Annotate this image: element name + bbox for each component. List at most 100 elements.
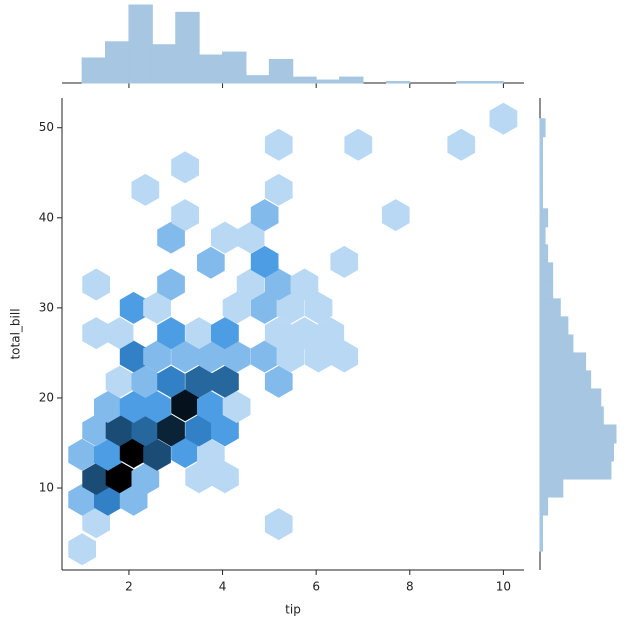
hexbin-cell <box>119 391 148 423</box>
hexbin-cell <box>222 340 251 373</box>
top-hist-bar <box>198 54 224 84</box>
top-hist-bar <box>268 58 294 84</box>
top-hist-bar <box>175 11 200 84</box>
hexbin-cell <box>119 291 148 324</box>
hexbin-cell <box>197 246 225 279</box>
hexbin-cell <box>250 199 279 232</box>
hexbin-cell <box>68 533 96 566</box>
top-hist-bar <box>81 57 107 84</box>
hexbin-cell <box>171 389 199 422</box>
hexbin-cell <box>131 414 160 447</box>
right-hist-bar <box>539 316 569 336</box>
hexbin-cell <box>290 268 319 301</box>
hexbin-cell <box>171 199 199 232</box>
hexbin-cell <box>105 317 134 350</box>
hexbin-cell <box>185 365 213 398</box>
right-hist-bar <box>539 262 554 282</box>
hexbin-cell <box>264 268 293 301</box>
hexbin-cell <box>171 151 199 184</box>
right-hist-bar <box>539 190 544 210</box>
right-hist-bar <box>539 280 554 300</box>
y-tick-label: 10 <box>39 481 54 495</box>
hexbin-cell <box>211 461 239 494</box>
hexbin-cell <box>119 436 148 468</box>
right-hist-bar <box>539 478 564 498</box>
hexbin-cell <box>264 173 293 206</box>
hexbin-cell <box>82 317 110 350</box>
hexbin-cell <box>250 291 279 324</box>
y-tick-label: 40 <box>39 210 54 224</box>
x-tick-label: 10 <box>496 580 511 594</box>
top-hist-bar <box>385 81 411 84</box>
hexbin-cell <box>211 414 239 447</box>
right-hist-bar <box>539 208 549 228</box>
top-hist-bar <box>105 41 130 84</box>
hexbin-cell <box>344 128 373 161</box>
hexbin-cell <box>264 317 293 350</box>
x-tick-label: 8 <box>406 580 414 594</box>
hexbin-cell <box>157 268 185 301</box>
top-hist-bar <box>339 76 364 84</box>
hexbin-cell <box>276 340 305 373</box>
right-hist-bar <box>539 244 549 264</box>
hexbin-cell <box>211 365 239 398</box>
hexbin-cell <box>68 483 96 516</box>
hexbin-cell <box>447 128 476 161</box>
right-hist-bar <box>539 172 544 192</box>
hexbin-cell <box>119 340 148 373</box>
y-tick-label: 30 <box>39 300 54 314</box>
hexbin-cell <box>157 317 185 350</box>
top-hist-bar <box>128 4 153 84</box>
y-tick-label: 50 <box>39 120 54 134</box>
hexbin-cell <box>264 508 293 541</box>
hexbin-cell <box>222 291 251 324</box>
right-hist-bar <box>539 154 544 174</box>
hexbin-cell <box>290 317 319 350</box>
hexbin-cell <box>316 317 345 350</box>
hexbin-cell <box>157 221 185 254</box>
right-hist-bar <box>539 442 614 462</box>
right-hist-bar <box>539 514 544 534</box>
hexbin-cell <box>82 414 110 447</box>
right-hist-bar <box>539 406 604 426</box>
hexbin-cell <box>82 506 110 539</box>
hexbin-cell <box>250 245 279 278</box>
hexbin-cell <box>131 365 160 398</box>
hexbin-cell <box>304 291 333 324</box>
right-hist-bar <box>539 136 544 156</box>
hexbin-cell <box>143 340 171 373</box>
hexbin-cell <box>197 438 225 471</box>
hexbin-cell <box>185 461 213 494</box>
right-hist-bar <box>539 460 612 480</box>
right-hist-bar <box>539 298 561 318</box>
hexbin-cell <box>197 391 225 423</box>
x-axis-label: tip <box>285 603 301 617</box>
y-axis-label: total_bill <box>9 308 23 359</box>
hexbin-cell <box>105 414 134 447</box>
right-hist-bar <box>539 496 549 516</box>
right-hist-bar <box>539 532 544 552</box>
hexbin-cell <box>82 268 110 301</box>
hexbin-cell <box>131 173 160 206</box>
hexbin-cell <box>171 340 199 373</box>
hexbin-cell <box>264 365 293 398</box>
right-hist-bar <box>539 118 546 138</box>
right-hist-bar <box>539 370 592 390</box>
hexbin-cell <box>82 463 110 495</box>
top-hist-bar <box>245 75 270 84</box>
top-hist-bar <box>315 79 341 84</box>
hexbin-cell <box>211 221 239 254</box>
hexbin-cell <box>197 340 225 373</box>
hexbin-cell <box>330 340 359 373</box>
hexbin-cell <box>236 221 265 254</box>
hexbin-cell <box>143 438 171 471</box>
hexbin-cell <box>157 414 185 447</box>
hexbin-cell <box>222 391 251 423</box>
hexbin-cell <box>330 245 359 278</box>
hexbin-cell <box>94 391 122 423</box>
y-tick-label: 20 <box>39 390 54 404</box>
hexbin-cell <box>105 365 134 398</box>
hexbin-cell <box>185 317 213 350</box>
hexbin-cell <box>250 340 279 373</box>
